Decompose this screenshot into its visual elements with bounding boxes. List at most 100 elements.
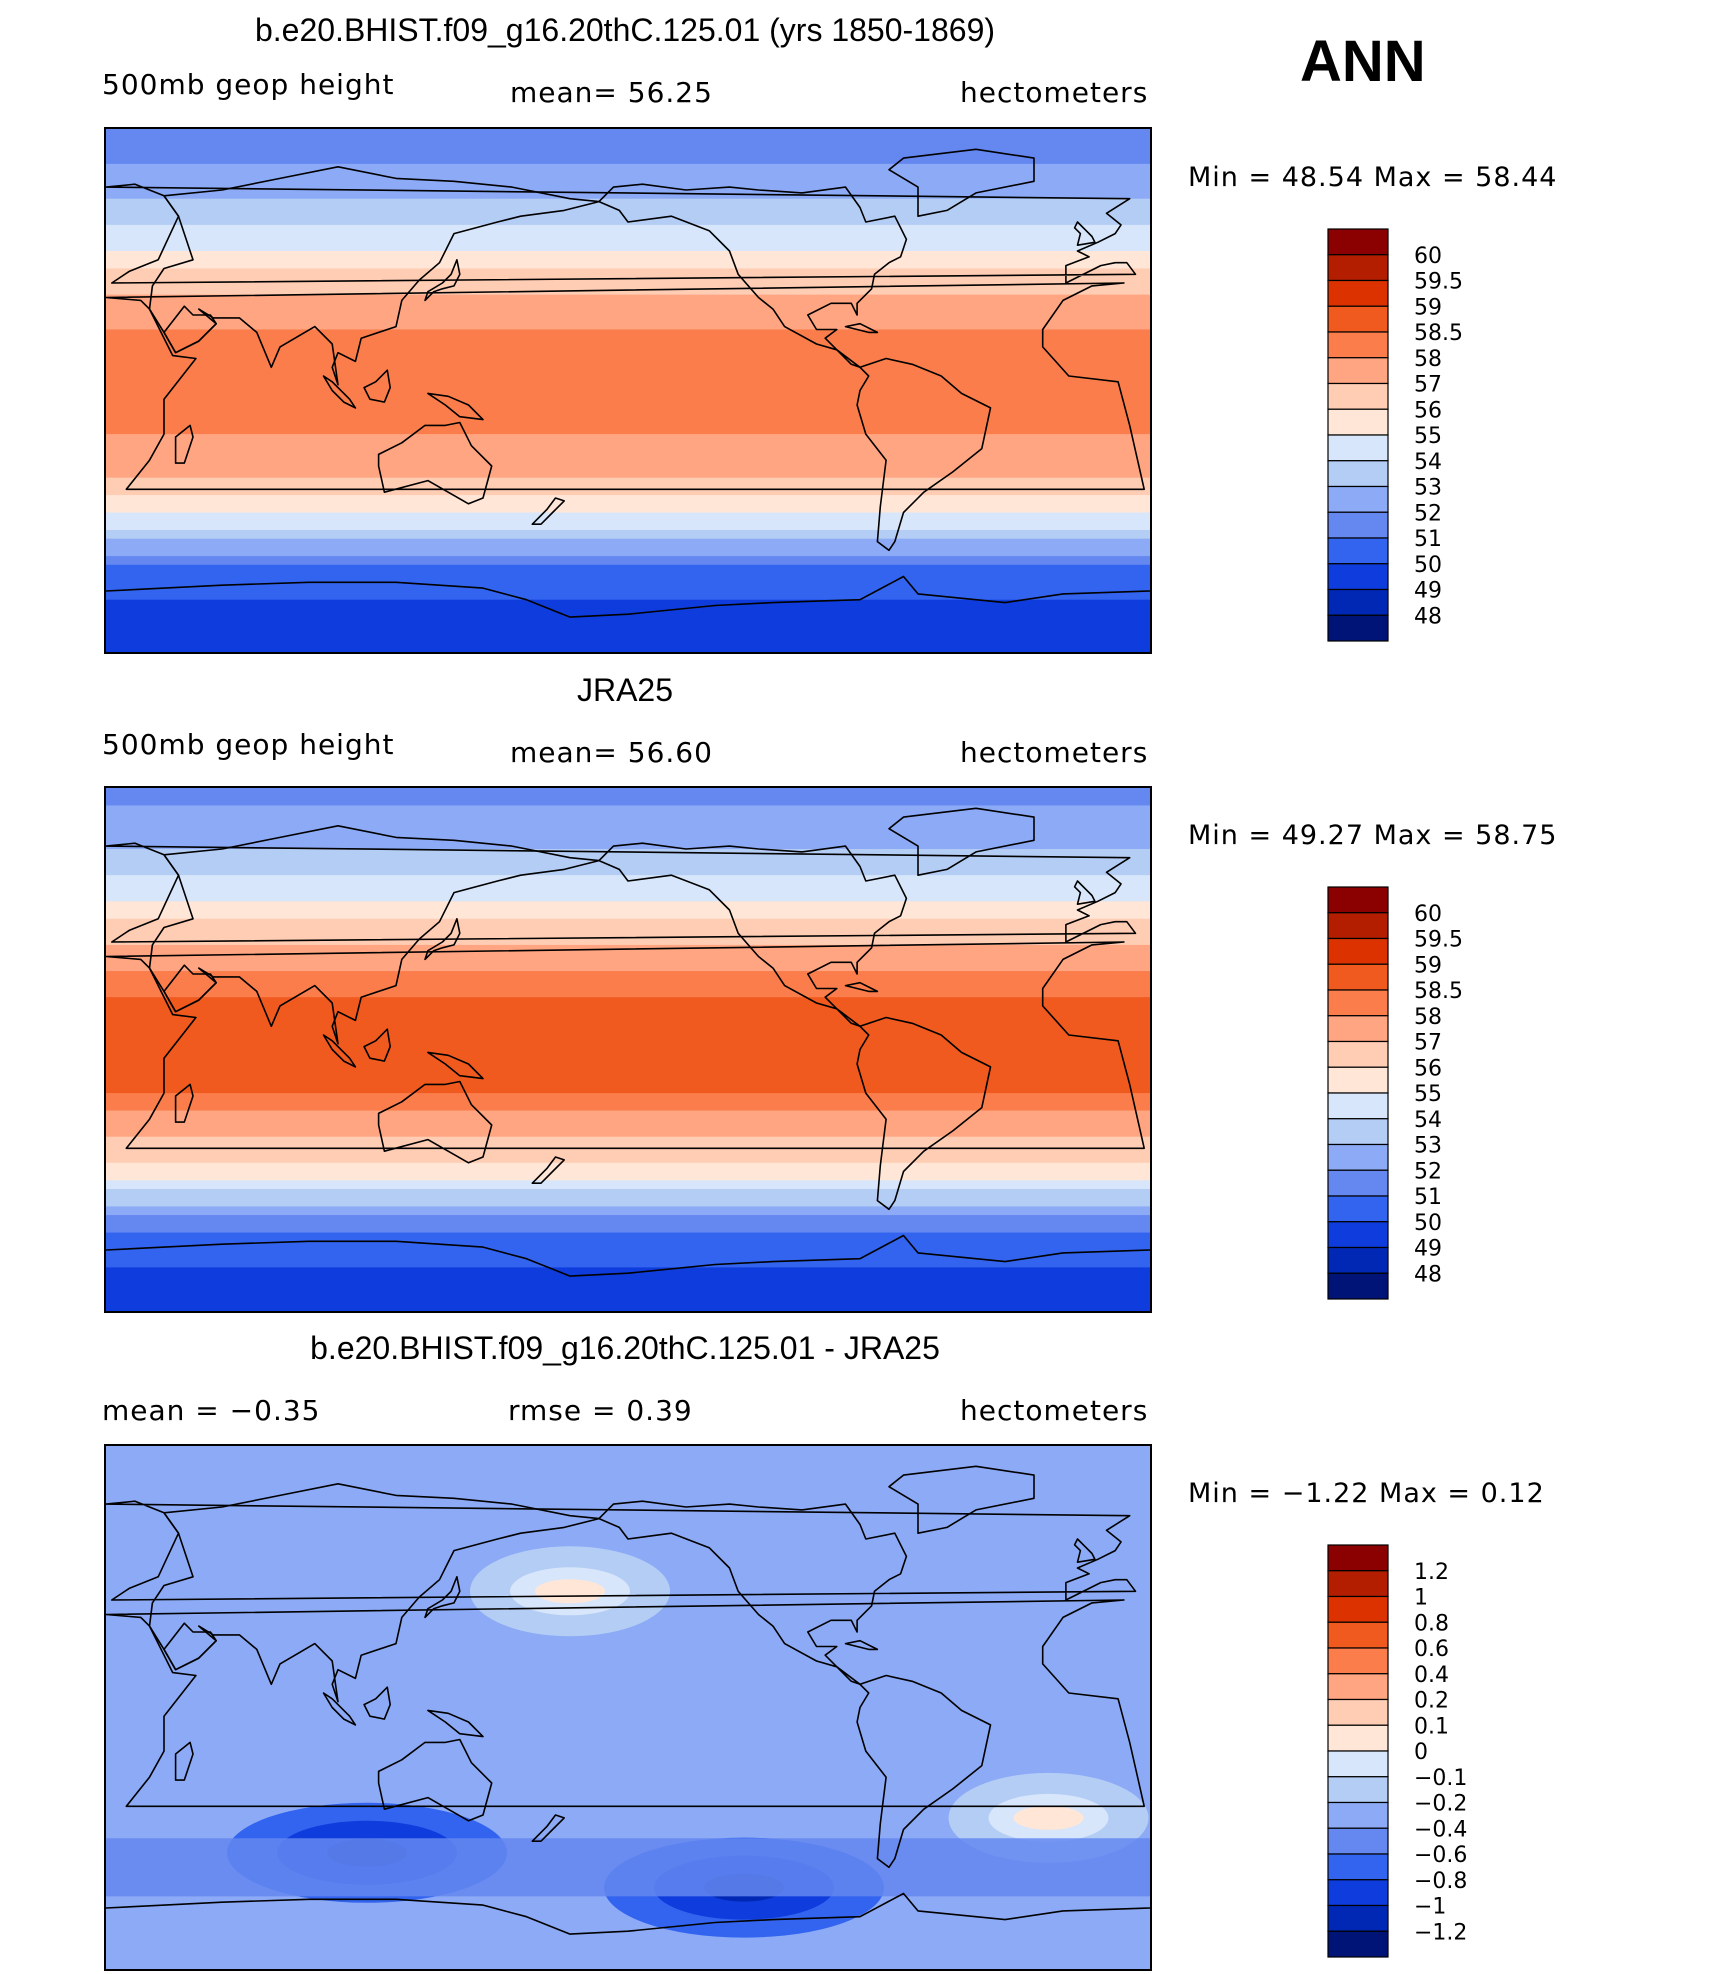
panel-1-band-lat--12 — [106, 425, 1150, 435]
panel-3-colorbar-label-0: 1.2 — [1414, 1560, 1449, 1585]
panel-1-band-lat-63 — [106, 207, 1150, 217]
panel-3-colorbar-box-13 — [1327, 1879, 1389, 1907]
panel-2-africa-outline — [106, 941, 1145, 1150]
panel-1-colorbar-label-10: 52 — [1414, 501, 1442, 526]
panel-2-band-lat--57 — [106, 1215, 1150, 1225]
panel-2-colorbar-box-7 — [1327, 1066, 1389, 1094]
panel-2-colorbar-box-5 — [1327, 1015, 1389, 1043]
panel-2-colorbar-box-6 — [1327, 1040, 1389, 1068]
panel-3-colorbar-label-11: −0.6 — [1414, 1843, 1467, 1868]
panel-3-australia-outline — [377, 1738, 493, 1822]
panel-1-arabia-dummy — [163, 305, 217, 354]
panel-3-new-guinea — [427, 1709, 484, 1738]
panel-3-greenland-outline — [888, 1465, 1035, 1534]
panel-3-colorbar-box-15 — [1327, 1930, 1389, 1958]
panel-1-band-lat-69 — [106, 190, 1150, 200]
panel-3-colorbar-box-5 — [1327, 1673, 1389, 1701]
panel-2-band-lat-21 — [106, 988, 1150, 998]
panel-1-band-lat-42 — [106, 268, 1150, 278]
panel-1-band-lat--39 — [106, 503, 1150, 514]
season-label: ANN — [1300, 29, 1426, 94]
panel-1-units: hectometers — [960, 76, 1149, 109]
panel-1-band-lat--21 — [106, 451, 1150, 461]
panel-1-band-lat--42 — [106, 512, 1150, 522]
panel-3-colorbar-label-2: 0.8 — [1414, 1611, 1449, 1636]
panel-1-band-lat-78 — [106, 163, 1150, 174]
panel-2-minmax: Min = 49.27 Max = 58.75 — [1188, 820, 1558, 851]
panel-1-band-lat--72 — [106, 599, 1150, 610]
panel-2-colorbar-box-1 — [1327, 912, 1389, 940]
panel-2-band-lat-51 — [106, 901, 1150, 911]
panel-3-title: b.e20.BHIST.f09_g16.20thC.125.01 - JRA25 — [310, 1330, 940, 1366]
panel-1-contour-plot — [106, 129, 1150, 652]
panel-2-band-lat-54 — [106, 892, 1150, 902]
panel-2-band-lat-33 — [106, 953, 1150, 963]
panel-1-band-lat-0 — [106, 390, 1150, 400]
panel-2-indonesia-borneo — [363, 1028, 392, 1062]
panel-2-band-lat-39 — [106, 936, 1150, 946]
panel-1-title: b.e20.BHIST.f09_g16.20thC.125.01 (yrs 18… — [254, 12, 996, 48]
panel-2-band-lat-81 — [106, 814, 1150, 824]
panel-3-cuba-outline — [844, 1639, 879, 1651]
panel-1-colorbar-label-11: 51 — [1414, 527, 1442, 552]
panel-2-band-lat-42 — [106, 927, 1150, 937]
panel-3-colorbar-label-5: 0.2 — [1414, 1689, 1449, 1714]
panel-1-colorbar-box-15 — [1327, 614, 1389, 642]
panel-1-band-lat-57 — [106, 224, 1150, 235]
panel-1-band-lat--27 — [106, 468, 1150, 479]
panel-1-colorbar-box-5 — [1327, 357, 1389, 385]
panel-2-band-lat--66 — [106, 1241, 1150, 1251]
panel-2-colorbar-label-13: 49 — [1414, 1237, 1442, 1262]
panel-1-band-lat-6 — [106, 373, 1150, 383]
panel-1-band-lat-24 — [106, 320, 1150, 331]
panel-3-colorbar-label-4: 0.4 — [1414, 1663, 1449, 1688]
panel-2-band-lat--54 — [106, 1206, 1150, 1216]
panel-1-band-lat--45 — [106, 521, 1150, 531]
panel-2-greenland-outline — [888, 807, 1035, 876]
panel-1-band-lat-39 — [106, 277, 1150, 287]
panel-1-colorbar-label-0: 60 — [1414, 244, 1442, 269]
panel-2-band-lat--69 — [106, 1249, 1150, 1260]
panel-2-band-lat--12 — [106, 1084, 1150, 1094]
panel-2-band-lat-9 — [106, 1023, 1150, 1033]
panel-1-band-lat-81 — [106, 155, 1150, 165]
panel-3-units: hectometers — [960, 1394, 1149, 1427]
panel-3-colorbar-box-14 — [1327, 1904, 1389, 1932]
panel-2-new-guinea — [427, 1051, 484, 1080]
panel-1-colorbar-label-2: 59 — [1414, 295, 1442, 320]
panel-2-band-lat-87 — [106, 796, 1150, 807]
panel-2-colorbar-label-2: 59 — [1414, 953, 1442, 978]
panel-1-colorbar-box-0 — [1327, 228, 1389, 256]
panel-1-band-lat-3 — [106, 381, 1150, 392]
panel-1-band-lat--57 — [106, 556, 1150, 566]
panel-1-colorbar-box-7 — [1327, 408, 1389, 436]
panel-1-band-lat-54 — [106, 233, 1150, 243]
panel-2-colorbar-box-14 — [1327, 1246, 1389, 1274]
panel-3-indonesia-borneo — [363, 1686, 392, 1720]
panel-1-indonesia-sumatra — [322, 375, 357, 409]
panel-1-band-lat--24 — [106, 460, 1150, 470]
panel-2-band-lat--3 — [106, 1058, 1150, 1068]
panel-3-feature-belt — [106, 1838, 1150, 1897]
panel-1-band-lat--54 — [106, 547, 1150, 557]
panel-2-colorbar-label-0: 60 — [1414, 902, 1442, 927]
panel-1-madagascar-outline — [174, 424, 194, 464]
panel-1-colorbar-box-2 — [1327, 279, 1389, 307]
panel-2-colorbar-box-15 — [1327, 1272, 1389, 1300]
panel-1-south-america-outline — [856, 357, 992, 552]
panel-1-colorbar-label-9: 53 — [1414, 476, 1442, 501]
panel-3-colorbar-label-12: −0.8 — [1414, 1869, 1467, 1894]
panel-2-band-lat-78 — [106, 822, 1150, 833]
panel-2-band-lat--24 — [106, 1119, 1150, 1129]
panel-3-madagascar-outline — [174, 1741, 194, 1781]
panel-3-colorbar-box-6 — [1327, 1698, 1389, 1726]
panel-3-colorbar-label-1: 1 — [1414, 1586, 1428, 1611]
panel-1-colorbar-label-14: 48 — [1414, 604, 1442, 629]
panel-1-cuba-outline — [844, 322, 879, 334]
panel-2-band-lat-30 — [106, 962, 1150, 972]
panel-1-band-lat--66 — [106, 582, 1150, 592]
panel-3-colorbar-box-0 — [1327, 1544, 1389, 1572]
panel-1-antarctica-outline — [106, 575, 1150, 618]
panel-2-colorbar-box-13 — [1327, 1221, 1389, 1249]
panel-3-colorbar-box-3 — [1327, 1621, 1389, 1649]
